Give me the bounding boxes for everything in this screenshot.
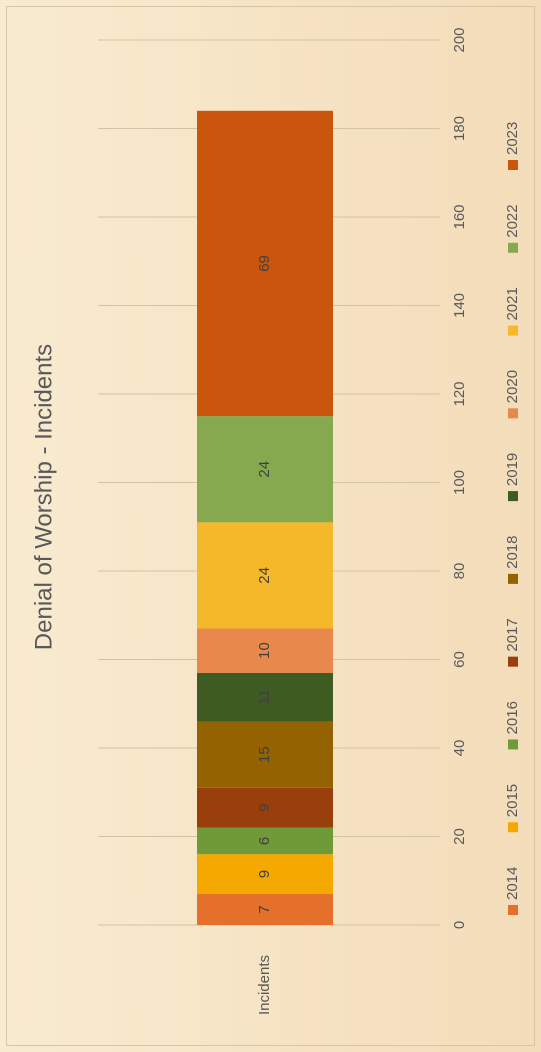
legend-swatch: [508, 160, 518, 170]
bar-segment: [197, 628, 333, 673]
data-label: 24: [256, 567, 273, 584]
legend-label: 2023: [504, 122, 521, 155]
legend-swatch: [508, 905, 518, 915]
legend-label: 2014: [504, 867, 521, 900]
bar-segment: [197, 672, 333, 722]
data-label: 9: [256, 870, 273, 878]
y-tick-label: 0: [451, 921, 468, 929]
legend-swatch: [508, 491, 518, 502]
legend-swatch: [508, 573, 518, 584]
legend-label: 2021: [504, 287, 521, 320]
legend-label: 2020: [504, 370, 521, 403]
y-tick-label: 160: [451, 204, 468, 229]
bar-segment: [197, 522, 333, 629]
y-tick-label: 120: [451, 381, 468, 406]
bar-segment: [197, 894, 333, 925]
legend-label: 2018: [504, 536, 521, 569]
data-label: 10: [256, 642, 273, 659]
category-label: Incidents: [256, 955, 273, 1015]
y-tick-label: 20: [451, 828, 468, 845]
data-label: 24: [256, 461, 273, 478]
chart-title: Denial of Worship - Incidents: [30, 344, 57, 650]
y-tick-label: 180: [451, 116, 468, 141]
legend-swatch: [508, 739, 518, 750]
legend-label: 2019: [504, 453, 521, 486]
y-tick-label: 140: [451, 293, 468, 318]
legend-swatch: [508, 325, 518, 336]
legend-label: 2016: [504, 701, 521, 734]
data-label: 7: [256, 905, 273, 913]
bar-segment: [197, 721, 333, 788]
y-tick-label: 40: [451, 740, 468, 757]
bar-segment: [197, 110, 333, 417]
bar-segment: [197, 416, 333, 523]
data-label: 15: [256, 746, 273, 763]
bar-segment: [197, 854, 333, 895]
legend-swatch: [508, 408, 518, 419]
border: [6, 6, 535, 1046]
legend-label: 2017: [504, 618, 521, 651]
data-label: 11: [256, 689, 273, 705]
data-label: 6: [256, 837, 273, 845]
bar-segment: [197, 827, 333, 855]
legend-label: 2015: [504, 784, 521, 817]
legend-label: 2022: [504, 204, 521, 237]
y-tick-label: 80: [451, 563, 468, 580]
legend-swatch: [508, 822, 518, 833]
legend-swatch: [508, 656, 518, 667]
y-tick-label: 100: [451, 470, 468, 495]
y-tick-label: 60: [451, 651, 468, 668]
data-label: 69: [256, 255, 273, 272]
y-tick-label: 200: [451, 27, 468, 52]
legend-swatch: [508, 242, 518, 253]
bar-segment: [197, 787, 333, 828]
data-label: 9: [256, 804, 273, 812]
